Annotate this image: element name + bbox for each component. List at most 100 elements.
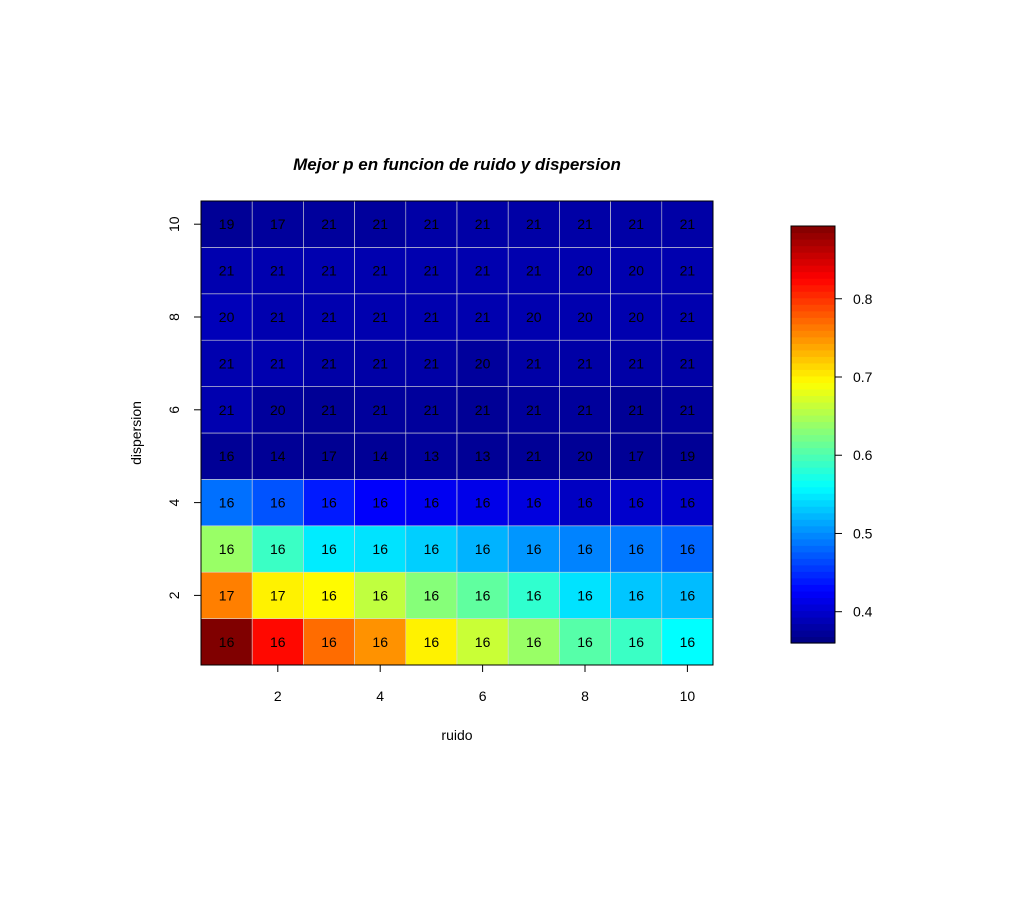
cell-label: 21 <box>424 263 440 279</box>
heatmap-cell <box>507 386 560 434</box>
heatmap-cell <box>661 479 714 527</box>
cell-label: 13 <box>424 448 440 464</box>
colorbar-segment <box>791 349 835 357</box>
cell-label: 20 <box>577 309 593 325</box>
heatmap-cell <box>559 618 611 666</box>
cell-label: 21 <box>219 263 235 279</box>
cell-label: 21 <box>526 263 542 279</box>
heatmap-cell <box>354 386 407 434</box>
cell-label: 21 <box>680 216 696 232</box>
heatmap-cell <box>354 618 407 666</box>
colorbar-segment <box>791 525 835 533</box>
heatmap-cell <box>456 247 509 295</box>
colorbar-segment <box>791 382 835 390</box>
colorbar-segment <box>791 284 835 292</box>
heatmap-cell <box>507 339 560 387</box>
cell-label: 20 <box>577 263 593 279</box>
cell-label: 13 <box>475 448 491 464</box>
heatmap-cell <box>507 432 560 480</box>
y-tick-label: 8 <box>166 313 182 321</box>
cell-label: 16 <box>577 587 593 603</box>
colorbar-segment <box>791 441 835 449</box>
colorbar-segment <box>791 460 835 468</box>
cell-label: 16 <box>424 495 440 511</box>
x-tick-label: 6 <box>479 688 487 704</box>
cell-label: 21 <box>628 216 644 232</box>
cell-label: 16 <box>475 634 491 650</box>
y-tick-label: 4 <box>166 498 182 506</box>
y-axis: 2 4 6 8 10 <box>166 216 201 599</box>
cell-label: 16 <box>628 587 644 603</box>
cell-label: 21 <box>270 263 286 279</box>
cell-label: 21 <box>321 263 337 279</box>
cell-label: 21 <box>577 355 593 371</box>
cell-label: 19 <box>219 216 235 232</box>
colorbar-segment <box>791 545 835 553</box>
heatmap-cell <box>507 525 560 573</box>
cell-label: 16 <box>321 587 337 603</box>
heatmap-cell-labels: 16 16 16 16 16 16 16 16 16 16 17 17 16 16 16 16 16 16 16 16… <box>219 216 696 650</box>
colorbar-segment <box>791 558 835 566</box>
cell-label: 16 <box>424 634 440 650</box>
cell-label: 16 <box>424 587 440 603</box>
heatmap-cell <box>200 200 253 248</box>
cell-label: 16 <box>219 634 235 650</box>
cell-label: 21 <box>577 216 593 232</box>
heatmap-cell <box>405 200 458 248</box>
colorbar-segment <box>791 232 835 240</box>
cell-label: 16 <box>526 495 542 511</box>
colorbar-segment <box>791 571 835 579</box>
colorbar-segment <box>791 258 835 266</box>
colorbar-segment <box>791 551 835 559</box>
colorbar-segment <box>791 467 835 475</box>
cell-label: 21 <box>577 402 593 418</box>
cell-label: 21 <box>526 216 542 232</box>
cell-label: 21 <box>321 355 337 371</box>
heatmap-cell <box>354 339 407 387</box>
heatmap-cell <box>610 293 663 341</box>
heatmap-cell <box>200 525 253 573</box>
colorbar-segment <box>791 636 835 644</box>
colorbar-segment <box>791 493 835 501</box>
cell-label: 20 <box>628 263 644 279</box>
heatmap-cell <box>559 571 611 619</box>
heatmap-cell <box>456 571 509 619</box>
colorbar-segment <box>791 369 835 377</box>
cell-label: 21 <box>628 402 644 418</box>
colorbar-segment <box>791 388 835 397</box>
cell-label: 19 <box>680 448 696 464</box>
heatmap-cell <box>610 386 663 434</box>
colorbar-segment <box>791 239 835 247</box>
colorbar-segment <box>791 447 835 455</box>
x-axis-label: ruido <box>441 727 472 743</box>
heatmap-cell <box>303 293 355 341</box>
colorbar-segment <box>791 252 835 260</box>
cell-label: 16 <box>475 587 491 603</box>
cell-label: 21 <box>475 402 491 418</box>
cell-label: 21 <box>424 309 440 325</box>
cell-label: 21 <box>372 216 388 232</box>
heatmap-cell <box>405 432 458 480</box>
colorbar-segment <box>791 532 835 540</box>
heatmap-cell <box>405 618 458 666</box>
cell-label: 21 <box>628 355 644 371</box>
colorbar-segment <box>791 271 835 279</box>
colorbar-segment <box>791 297 835 305</box>
cell-label: 16 <box>526 634 542 650</box>
heatmap-cell <box>354 247 407 295</box>
heatmap-cell <box>559 339 611 387</box>
heatmap-cell <box>610 200 663 248</box>
cell-label: 21 <box>219 355 235 371</box>
y-axis-label: dispersion <box>128 401 144 465</box>
heatmap-cell <box>354 293 407 341</box>
plot-frame <box>200 200 714 666</box>
cell-label: 20 <box>475 355 491 371</box>
heatmap-cell <box>507 247 560 295</box>
cell-label: 21 <box>270 355 286 371</box>
x-tick-label: 10 <box>680 688 696 704</box>
cell-label: 16 <box>270 495 286 511</box>
cell-label: 21 <box>526 402 542 418</box>
cell-label: 20 <box>628 309 644 325</box>
